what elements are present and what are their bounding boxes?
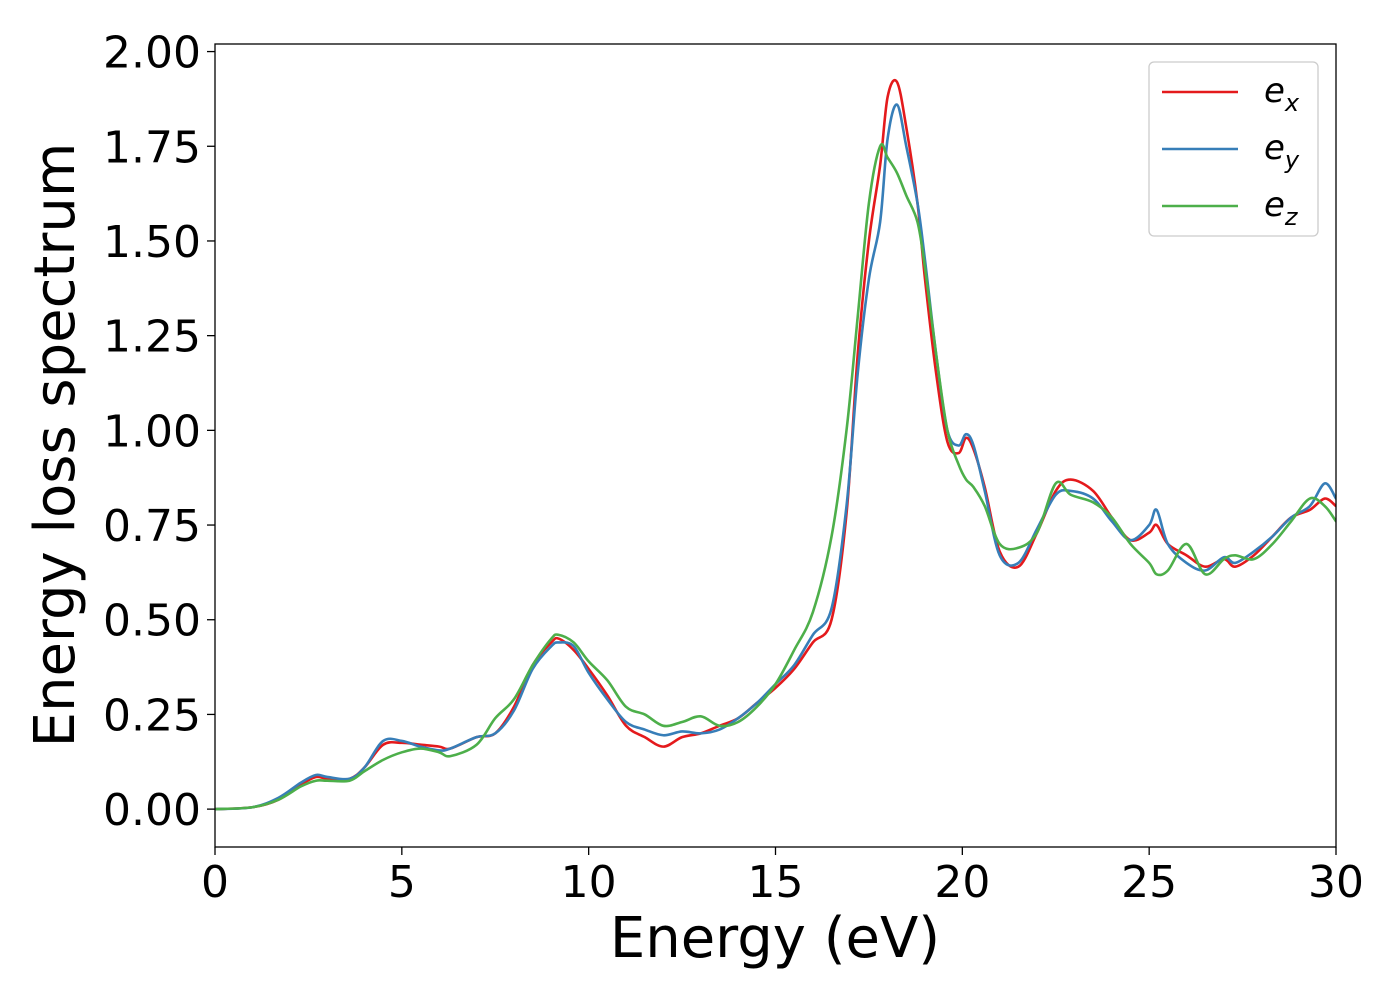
legend: ex ey ez [1148,61,1319,237]
y-tick-label: 0.75 [103,501,201,552]
x-tick-label: 20 [934,857,990,908]
series-line-z [215,142,1336,811]
y-axis-ticks: 0.00 0.25 0.50 0.75 1.00 1.25 1.50 1.75 2.00 [103,28,215,836]
x-tick-label: 15 [748,857,804,908]
y-tick-label: 2.00 [103,28,201,79]
legend-label: ez [1264,185,1299,231]
y-tick-label: 0.25 [103,690,201,741]
x-tick-label: 5 [388,857,416,908]
x-tick-label: 0 [201,857,229,908]
y-tick-label: 1.25 [103,312,201,363]
y-tick-label: 1.00 [103,406,201,457]
y-tick-label: 0.00 [103,785,201,836]
x-tick-label: 25 [1121,857,1177,908]
x-axis-title: Energy (eV) [610,906,940,971]
y-tick-label: 0.50 [103,596,201,647]
y-axis-title: Energy loss spectrum [23,143,88,748]
legend-label: ey [1264,128,1300,174]
legend-entries: ex ey ez [1162,71,1300,231]
y-tick-label: 1.50 [103,217,201,268]
legend-label: ex [1264,71,1300,117]
legend-entry-y: ey [1162,128,1300,174]
legend-entry-z: ez [1162,185,1299,231]
x-tick-label: 30 [1308,857,1364,908]
x-axis-ticks: 0 5 10 15 20 25 30 [201,847,1364,908]
series-line-y [215,103,1336,811]
legend-entry-x: ex [1162,71,1300,117]
x-tick-label: 10 [561,857,617,908]
series-layer [215,78,1336,811]
y-tick-label: 1.75 [103,122,201,173]
